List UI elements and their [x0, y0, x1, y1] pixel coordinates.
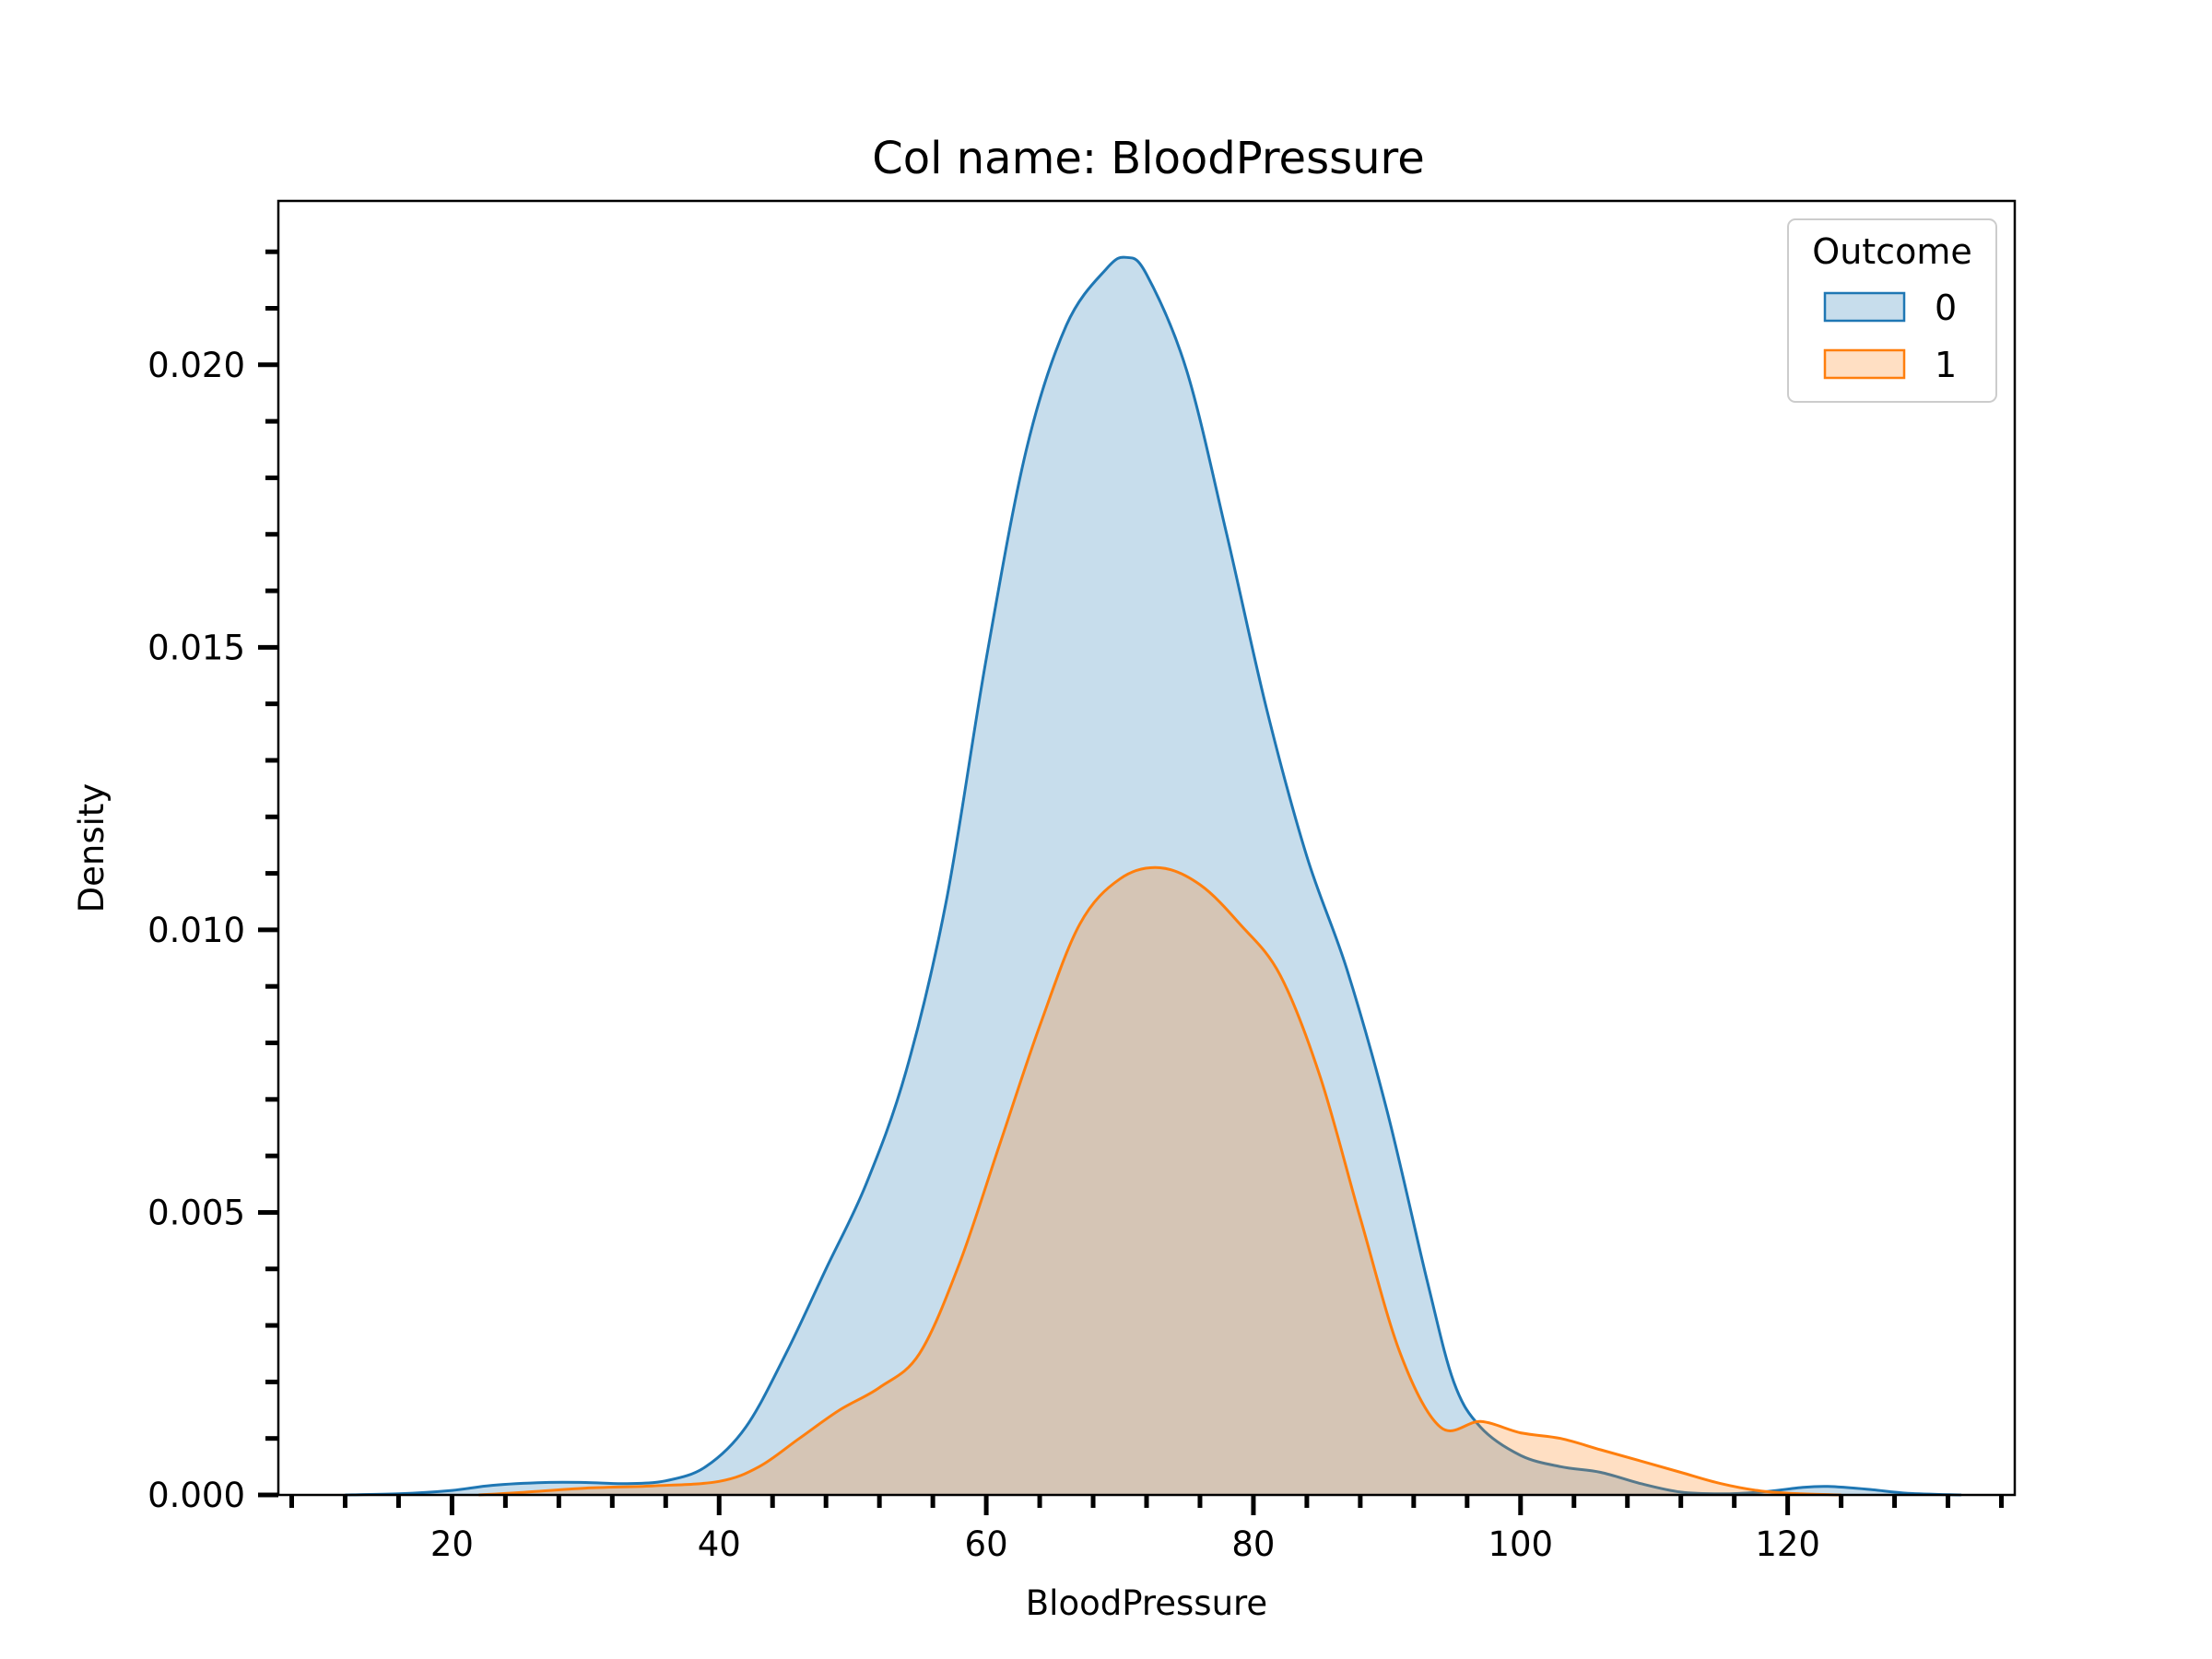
- y-axis-label: Density: [72, 783, 112, 913]
- y-tick-label: 0.015: [147, 628, 245, 667]
- legend-label-0: 0: [1935, 288, 1957, 328]
- x-tick-label: 120: [1755, 1524, 1820, 1564]
- legend-label-1: 1: [1935, 345, 1957, 385]
- x-tick-label: 100: [1488, 1524, 1553, 1564]
- y-tick-label: 0.005: [147, 1193, 245, 1232]
- density-line-outcome-0: [345, 255, 1962, 1497]
- y-tick-label: 0.000: [147, 1476, 245, 1515]
- y-axis: 0.000 0.005 0.010 0.015 0.020: [147, 249, 278, 1515]
- density-fill-outcome-0: [345, 257, 1961, 1495]
- x-tick-label: 60: [965, 1524, 1008, 1564]
- density-line-outcome-1: [478, 865, 1841, 1497]
- legend-frame: [1787, 218, 1997, 403]
- legend-swatch-1: [1823, 348, 1906, 380]
- x-axis-label: BloodPressure: [1026, 1583, 1267, 1623]
- y-tick-label: 0.020: [147, 346, 245, 385]
- plot-area: [345, 255, 1962, 1497]
- density-fill-outcome-1: [478, 867, 1841, 1495]
- legend-swatch-0: [1823, 291, 1906, 323]
- y-tick-label: 0.010: [147, 911, 245, 950]
- legend: Outcome 0 1: [1787, 218, 1997, 403]
- x-tick-label: 40: [698, 1524, 741, 1564]
- legend-title: Outcome: [1812, 231, 1971, 272]
- chart-title: Col name: BloodPressure: [872, 133, 1424, 184]
- x-axis: 20 40 60 80 100 120: [288, 1495, 2005, 1564]
- x-tick-label: 20: [430, 1524, 474, 1564]
- x-tick-label: 80: [1231, 1524, 1275, 1564]
